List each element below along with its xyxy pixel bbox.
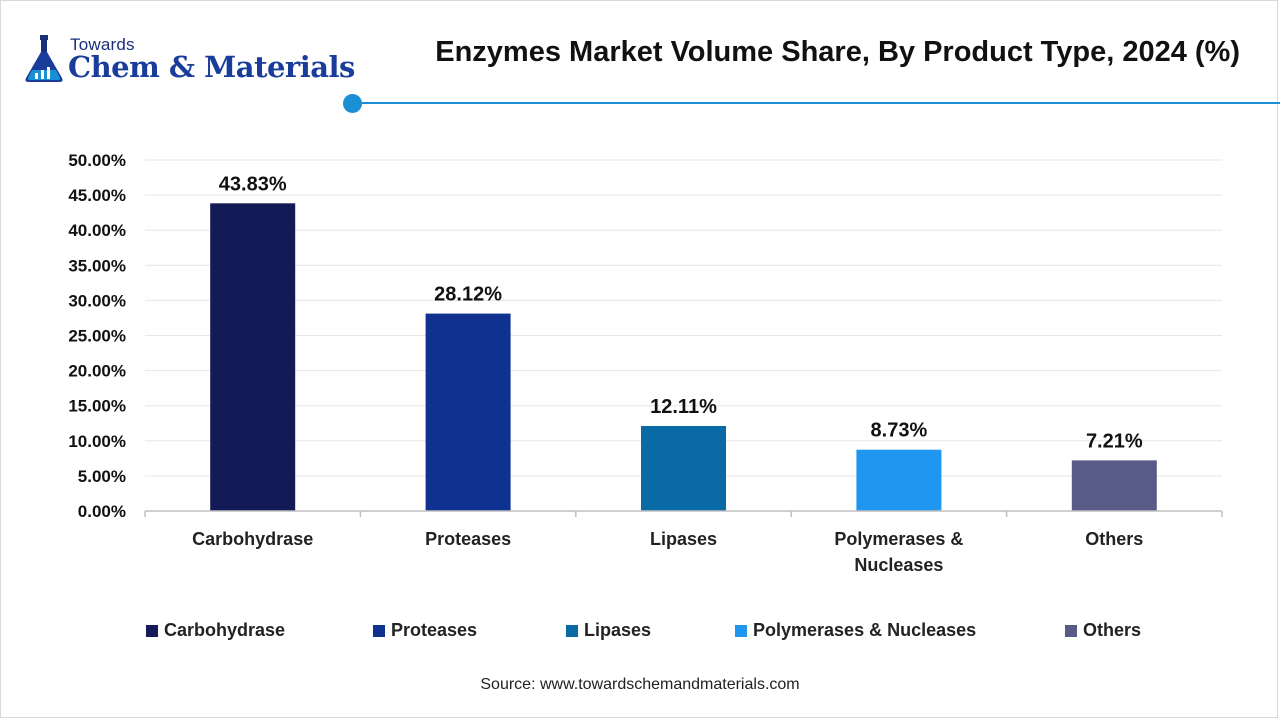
- title-underline: [352, 102, 1280, 104]
- y-tick-label: 20.00%: [68, 362, 126, 381]
- bar-4: [856, 449, 942, 511]
- brand-logo: Towards Chem & Materials: [22, 34, 355, 86]
- y-tick-label: 40.00%: [68, 221, 126, 240]
- x-tick-label: Lipases: [650, 529, 717, 549]
- data-label: 12.11%: [650, 396, 717, 418]
- y-tick-label: 35.00%: [68, 256, 126, 275]
- source-note: Source: www.towardschemandmaterials.com: [480, 676, 800, 693]
- legend-item: Carbohydrase: [146, 620, 285, 641]
- legend-label: Others: [1083, 620, 1142, 640]
- legend-swatch: [735, 624, 747, 637]
- grid-lines: [145, 159, 1222, 477]
- legend: Carbohydrase Proteases Lipases Polymerases …: [0, 620, 1280, 644]
- bar-3: [641, 425, 726, 511]
- chart-title: Enzymes Market Volume Share, By Product …: [435, 36, 1240, 68]
- logo-top-text: Towards: [70, 35, 135, 54]
- legend-item: Polymerases & Nucleases: [735, 620, 976, 641]
- y-tick-label: 5.00%: [78, 467, 126, 486]
- x-tick-label: Others: [1085, 529, 1143, 549]
- bar-1: [210, 203, 296, 511]
- data-label: 28.12%: [434, 284, 502, 306]
- y-tick-label: 45.00%: [68, 186, 126, 205]
- flask-logo-icon: [25, 35, 63, 82]
- legend-item: Others: [1065, 620, 1141, 641]
- y-axis-ticks: 0.00% 5.00% 10.00% 15.00% 20.00% 25.00% 30.00%…: [68, 151, 126, 521]
- data-label: 8.73%: [871, 420, 928, 442]
- legend-item: Lipases: [566, 620, 651, 641]
- x-tick-label: Carbohydrase: [192, 529, 313, 549]
- bars: [210, 203, 1157, 511]
- bar-chart: 0.00% 5.00% 10.00% 15.00% 20.00% 25.00% 30.00%…: [68, 151, 1223, 575]
- data-label: 7.21%: [1086, 430, 1143, 452]
- x-axis: [144, 510, 1223, 517]
- y-tick-label: 15.00%: [68, 397, 126, 416]
- y-tick-label: 50.00%: [68, 151, 126, 170]
- legend-label: Polymerases & Nucleases: [753, 620, 977, 640]
- x-tick-label: Polymerases &: [834, 529, 963, 549]
- y-tick-label: 30.00%: [68, 291, 126, 310]
- bar-2: [425, 313, 511, 511]
- title-underline-dot: [343, 94, 362, 113]
- legend-item: Proteases: [373, 620, 477, 641]
- bar-5: [1071, 460, 1157, 511]
- x-tick-label: Proteases: [425, 529, 511, 549]
- legend-swatch: [373, 624, 385, 637]
- data-labels: 43.83% 28.12% 12.11% 8.73% 7.21%: [219, 173, 1143, 452]
- legend-swatch: [146, 624, 158, 637]
- y-tick-label: 25.00%: [68, 327, 126, 346]
- legend-label: Carbohydrase: [164, 620, 286, 640]
- y-tick-label: 10.00%: [68, 432, 126, 451]
- data-label: 43.83%: [219, 173, 287, 195]
- legend-label: Lipases: [584, 620, 652, 640]
- logo-main-text: Chem & Materials: [68, 50, 355, 84]
- x-axis-labels: Carbohydrase Proteases Lipases Polymerases …: [192, 529, 1143, 575]
- legend-swatch: [1065, 624, 1077, 637]
- legend-swatch: [566, 624, 578, 637]
- legend-label: Proteases: [391, 620, 478, 640]
- y-tick-label: 0.00%: [78, 502, 126, 521]
- x-tick-label: Nucleases: [854, 555, 943, 575]
